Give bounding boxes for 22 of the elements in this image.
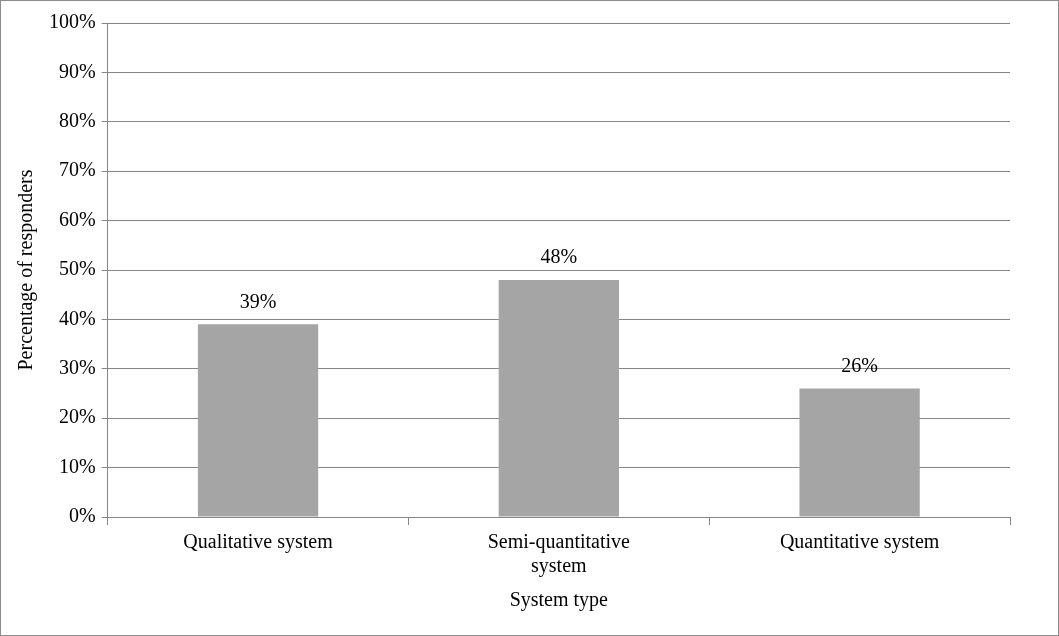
y-tick-label: 30% <box>58 356 96 379</box>
bar <box>799 388 920 517</box>
x-tick-label: Quantitative system <box>779 530 940 554</box>
y-tick-label: 40% <box>58 306 96 329</box>
y-tick-label: 60% <box>58 207 96 230</box>
x-tick-label: Qualitative system <box>183 530 334 554</box>
y-tick-label: 20% <box>58 405 96 428</box>
bar <box>197 324 319 517</box>
y-tick-label: 70% <box>58 158 96 181</box>
y-tick-label: 10% <box>58 454 96 477</box>
bar <box>498 279 619 517</box>
y-tick-label: 90% <box>58 59 96 82</box>
y-tick-label: 50% <box>58 257 96 280</box>
x-tick-label: Semi-quantitative system <box>487 530 631 578</box>
y-tick-label: 0% <box>68 504 96 527</box>
y-axis-title: Percentage of responders <box>14 169 38 371</box>
x-axis-title: System type <box>509 588 609 612</box>
data-label: 26% <box>841 353 878 376</box>
data-label: 39% <box>239 289 277 312</box>
y-tick-label: 100% <box>48 10 96 33</box>
data-label: 48% <box>540 245 578 268</box>
y-tick-label: 80% <box>58 109 96 132</box>
